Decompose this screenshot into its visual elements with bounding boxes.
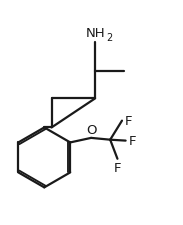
Text: O: O (86, 124, 96, 137)
Text: F: F (125, 115, 132, 128)
Text: NH: NH (85, 27, 105, 40)
Text: 2: 2 (106, 32, 112, 42)
Text: F: F (129, 135, 136, 147)
Text: F: F (114, 162, 121, 175)
